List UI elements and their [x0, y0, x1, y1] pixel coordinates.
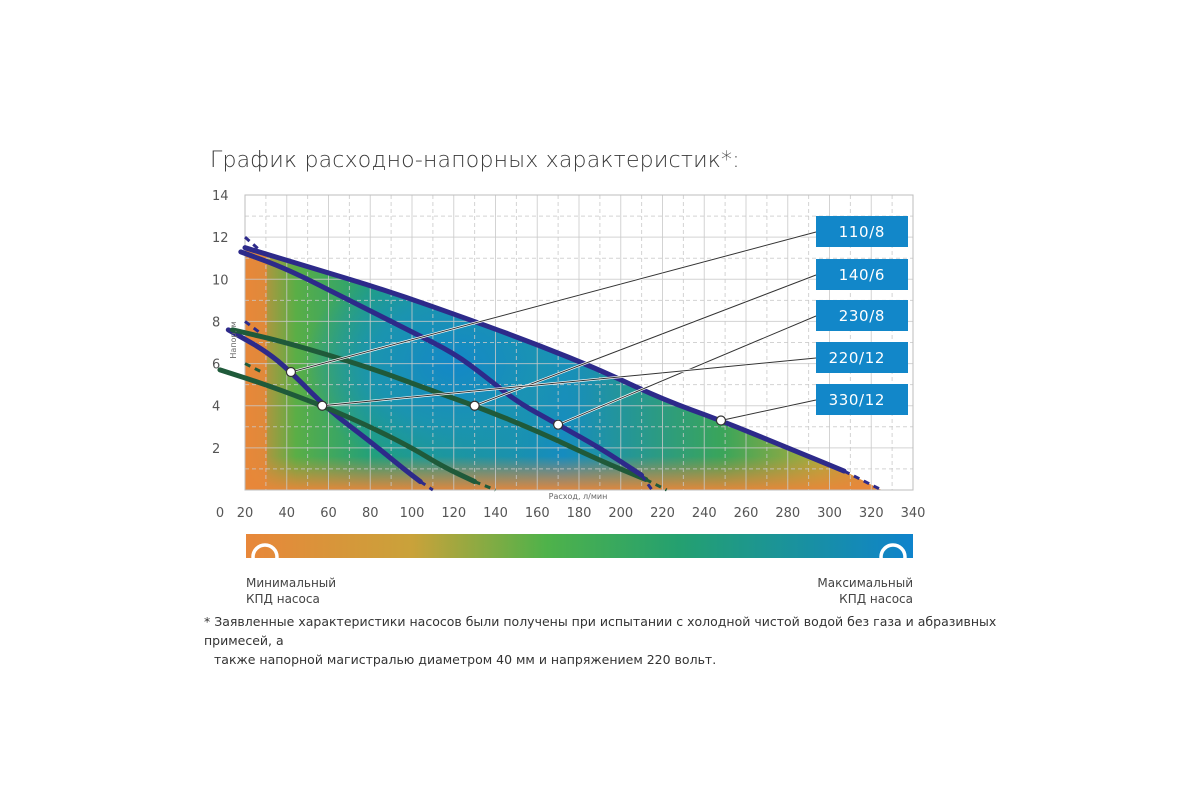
max-label-line1: Максимальный [817, 576, 913, 590]
x-tick-label: 260 [734, 506, 759, 521]
x-tick-label: 120 [441, 506, 466, 521]
curve-extension-110-8 [419, 480, 434, 492]
curve-extension-140-6 [645, 478, 668, 492]
low-efficiency-band [245, 456, 882, 490]
curve-start-dash [244, 320, 263, 336]
curve-220-12 [217, 367, 478, 485]
model-label-box [816, 216, 908, 247]
footnote-line1: * Заявленные характеристики насосов были… [204, 614, 997, 648]
curve-extension-230-8 [640, 474, 654, 491]
efficiency-legend-bar [246, 534, 913, 571]
footnote: * Заявленные характеристики насосов были… [204, 612, 1004, 669]
plot-frame [244, 194, 914, 491]
curve-140-6 [229, 327, 649, 482]
x-tick-label: 0 [216, 506, 224, 521]
max-efficiency-marker [879, 543, 907, 571]
leader-line [290, 231, 817, 373]
x-tick-label: 100 [400, 506, 425, 521]
x-axis-label: Расход, л/мин [549, 492, 608, 501]
x-tick-label: 160 [525, 506, 550, 521]
x-tick-label: 220 [650, 506, 675, 521]
x-tick-label: 140 [483, 506, 508, 521]
model-label-box [816, 300, 908, 331]
x-tick-label: 20 [237, 506, 254, 521]
curve-230-8 [238, 249, 645, 478]
min-label-line1: Минимальный [246, 576, 337, 590]
curve-extension-330-12 [843, 469, 883, 492]
curve-marker [285, 366, 297, 378]
leader-line [474, 274, 817, 407]
chart-title: График расходно-напорных характеристик*: [210, 148, 740, 173]
y-tick-label: 12 [212, 231, 229, 246]
x-tick-label: 80 [362, 506, 379, 521]
min-label-line2: КПД насоса [246, 592, 320, 606]
curve-extension-220-12 [474, 480, 497, 492]
curve-marker [715, 415, 727, 426]
model-label: 140/6 [839, 266, 885, 284]
x-tick-label: 240 [692, 506, 717, 521]
model-label: 230/8 [839, 307, 885, 325]
y-tick-label: 10 [212, 273, 229, 288]
y-tick-label: 2 [212, 442, 220, 457]
y-axis-label: Напор, м [229, 321, 238, 358]
model-label: 330/12 [829, 391, 885, 409]
x-tick-label: 320 [859, 506, 884, 521]
min-efficiency-marker [251, 543, 279, 571]
curve-start-dash [244, 362, 263, 374]
x-tick-label: 40 [278, 506, 295, 521]
x-tick-label: 180 [567, 506, 592, 521]
pump-curves [217, 236, 883, 492]
min-efficiency-label: Минимальный КПД насоса [246, 575, 336, 607]
max-efficiency-label: Максимальный КПД насоса [760, 575, 913, 607]
x-tick-label: 300 [817, 506, 842, 521]
model-label-box [816, 259, 908, 290]
y-tick-label: 6 [212, 358, 220, 373]
footnote-line2: также напорной магистралью диаметром 40 … [214, 652, 717, 667]
y-tick-label: 14 [212, 189, 229, 204]
leader-line [322, 357, 817, 407]
y-tick-label: 8 [212, 315, 220, 330]
model-label: 220/12 [829, 349, 885, 367]
x-tick-label: 340 [901, 506, 926, 521]
curve-marker [553, 419, 564, 430]
model-labels: 110/8 140/6 230/8 220/12 330/12 [285, 216, 908, 430]
max-label-line2: КПД насоса [839, 592, 913, 606]
model-label-box [816, 342, 908, 373]
model-label: 110/8 [839, 223, 885, 241]
leader-line [720, 399, 817, 421]
curve-marker [317, 400, 328, 411]
model-label-box [816, 384, 908, 415]
x-tick-label: 280 [775, 506, 800, 521]
y-tick-label: 4 [212, 400, 220, 415]
x-tick-label: 60 [320, 506, 337, 521]
x-tick-label: 200 [608, 506, 633, 521]
curve-330-12 [242, 245, 847, 474]
curve-marker [469, 400, 480, 411]
curve-start-dash [244, 236, 263, 254]
